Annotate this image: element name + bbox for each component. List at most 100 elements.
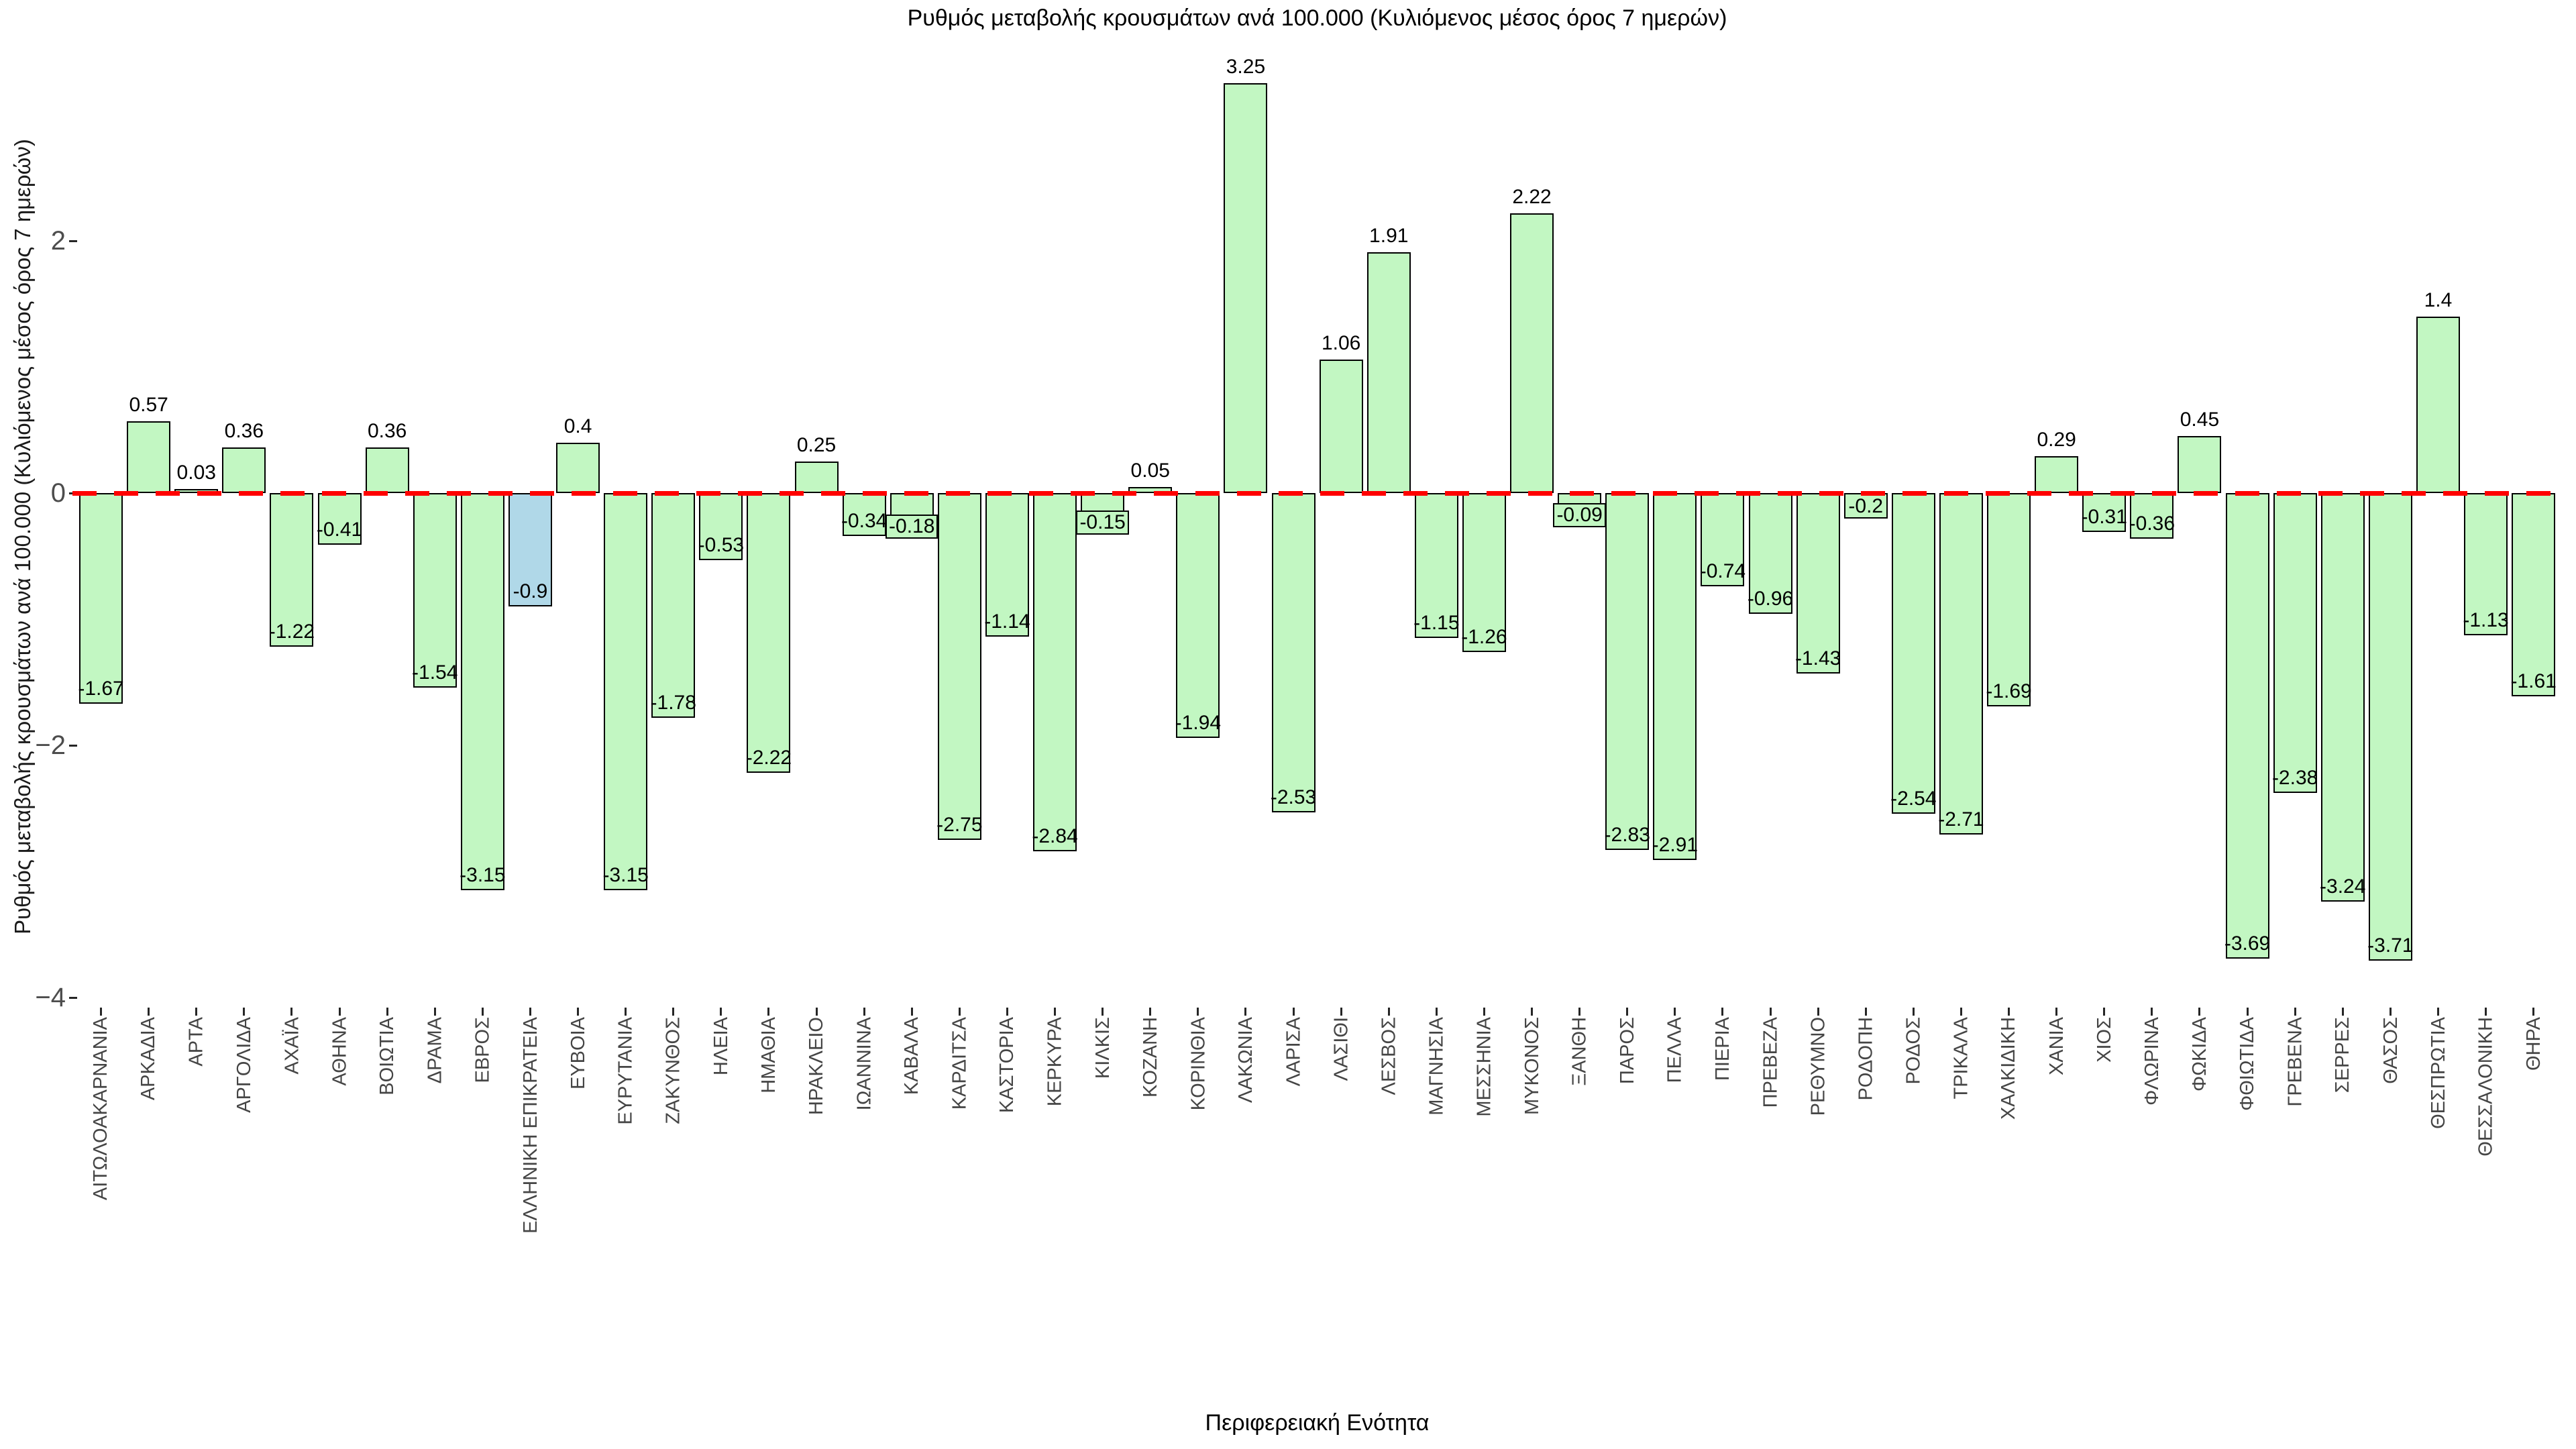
x-axis-label: Περιφερειακή Ενότητα xyxy=(1205,1410,1430,1436)
bar-value-label: 0.36 xyxy=(367,420,407,443)
x-category-label-text: ΚΑΡΔΙΤΣΑ xyxy=(949,1017,971,1110)
x-category-label-text: ΡΕΘΥΜΝΟ xyxy=(1807,1017,1829,1116)
x-tick-mark xyxy=(2151,1008,2153,1016)
bar-value-label: -2.22 xyxy=(745,747,792,769)
bar xyxy=(1462,493,1506,652)
x-category-label-text: ΡΟΔΟΠΗ xyxy=(1855,1017,1877,1101)
x-tick-mark xyxy=(2532,1008,2535,1016)
x-tick-mark xyxy=(2198,1008,2201,1016)
x-tick-mark xyxy=(958,1008,961,1016)
x-category-label-text: ΔΡΑΜΑ xyxy=(424,1017,446,1084)
bar-value-label: -1.43 xyxy=(1794,647,1841,669)
x-category-label-text: ΕΥΡΥΤΑΝΙΑ xyxy=(614,1017,637,1125)
bar xyxy=(2416,316,2460,493)
bar xyxy=(508,493,552,607)
x-tick-mark xyxy=(290,1008,293,1016)
bar-value-label: 1.06 xyxy=(1321,331,1361,354)
bar xyxy=(270,493,314,647)
x-tick-mark xyxy=(481,1008,484,1016)
bar xyxy=(365,447,409,493)
x-category-label-text: ΘΕΣΣΑΛΟΝΙΚΗ xyxy=(2475,1017,2497,1157)
x-tick-mark xyxy=(2103,1008,2106,1016)
bar-value-label: 0.4 xyxy=(564,415,592,437)
zero-reference-line xyxy=(72,490,2557,496)
bar-value-label: -1.78 xyxy=(650,691,696,714)
bar xyxy=(937,493,981,840)
bar-value-label: -1.26 xyxy=(1461,625,1507,648)
x-tick-mark xyxy=(1197,1008,1199,1016)
x-category-label-text: ΑΙΤΩΛΟΑΚΑΡΝΑΝΙΑ xyxy=(90,1017,112,1201)
bar xyxy=(1510,213,1554,493)
bar-value-label: -0.36 xyxy=(2129,512,2176,535)
y-tick-label: −2 xyxy=(35,731,66,760)
x-tick-mark xyxy=(2485,1008,2487,1016)
bar-value-label: -0.31 xyxy=(2081,506,2127,529)
bar-value-label: -1.67 xyxy=(78,677,124,700)
x-tick-mark xyxy=(1054,1008,1057,1016)
bar xyxy=(127,421,171,493)
bar-value-label: -1.15 xyxy=(1413,612,1460,635)
x-tick-mark xyxy=(2341,1008,2344,1016)
x-category-label-text: ΚΟΡΙΝΘΙΑ xyxy=(1187,1017,1209,1111)
bar-value-label: -0.34 xyxy=(841,509,888,532)
x-category-label-text: ΘΕΣΠΡΩΤΙΑ xyxy=(2427,1017,2449,1129)
bar-value-label: 0.29 xyxy=(2037,429,2076,451)
bar xyxy=(1319,359,1363,493)
bar xyxy=(1653,493,1697,861)
bar xyxy=(890,493,934,516)
x-category-label-text: ΕΥΒΟΙΑ xyxy=(567,1017,589,1089)
bar xyxy=(1748,493,1792,614)
x-category-label-text: ΚΕΡΚΥΡΑ xyxy=(1044,1017,1066,1107)
x-tick-mark xyxy=(2055,1008,2058,1016)
bar-value-label: 0.57 xyxy=(129,393,168,416)
x-category-label-text: ΗΜΑΘΙΑ xyxy=(757,1017,780,1093)
x-tick-mark xyxy=(577,1008,580,1016)
bar-value-label: -1.13 xyxy=(2463,609,2509,632)
bar xyxy=(1891,493,1935,814)
bar-value-label: 1.91 xyxy=(1369,224,1409,247)
bar xyxy=(794,462,839,493)
x-tick-mark xyxy=(2246,1008,2249,1016)
x-tick-mark xyxy=(529,1008,531,1016)
bar xyxy=(1939,493,1983,835)
y-tick-label: −4 xyxy=(35,983,66,1012)
x-category-label-text: ΚΑΒΑΛΑ xyxy=(901,1017,923,1095)
x-category-label-text: ΜΑΓΝΗΣΙΑ xyxy=(1426,1017,1448,1116)
x-category-label-text: ΗΛΕΙΑ xyxy=(710,1017,732,1076)
bar xyxy=(985,493,1029,637)
bar xyxy=(2178,436,2222,493)
bar-value-label: -3.15 xyxy=(602,864,649,887)
bar-value-label: -3.15 xyxy=(460,864,506,887)
bar xyxy=(79,493,123,704)
bar xyxy=(2225,493,2269,959)
x-category-label-text: ΛΕΣΒΟΣ xyxy=(1378,1017,1400,1095)
bar xyxy=(1414,493,1458,639)
bar-value-label: -0.18 xyxy=(855,514,969,539)
bar xyxy=(2320,493,2365,902)
x-tick-mark xyxy=(2436,1008,2439,1016)
x-category-label-text: ΚΟΖΑΝΗ xyxy=(1139,1017,1161,1097)
x-tick-mark xyxy=(1292,1008,1295,1016)
x-category-label-text: ΜΕΣΣΗΝΙΑ xyxy=(1473,1017,1495,1117)
bar-value-label: -2.38 xyxy=(2271,767,2318,790)
bar xyxy=(651,493,696,718)
bar-value-label: -2.53 xyxy=(1270,786,1317,808)
bar-value-label: -0.53 xyxy=(698,533,745,556)
bar-value-label: 0.03 xyxy=(176,462,216,484)
x-tick-mark xyxy=(1864,1008,1867,1016)
bar-value-label: -1.69 xyxy=(1986,680,2032,702)
bar-value-label: 0.45 xyxy=(2180,409,2220,431)
x-tick-mark xyxy=(863,1008,865,1016)
bar xyxy=(747,493,791,773)
bar-value-label: -2.71 xyxy=(1938,808,1984,831)
x-category-label-text: ΦΩΚΙΔΑ xyxy=(2188,1017,2210,1091)
bar-value-label: -0.96 xyxy=(1747,588,1794,610)
bar xyxy=(1271,493,1316,812)
bar xyxy=(1176,493,1220,738)
x-category-label-text: ΓΡΕΒΕΝΑ xyxy=(2284,1017,2306,1107)
x-tick-mark xyxy=(1674,1008,1676,1016)
x-tick-mark xyxy=(1244,1008,1247,1016)
bar xyxy=(1987,493,2031,706)
x-category-label-text: ΑΡΤΑ xyxy=(185,1017,207,1067)
x-category-label-text: ΕΒΡΟΣ xyxy=(472,1017,494,1083)
